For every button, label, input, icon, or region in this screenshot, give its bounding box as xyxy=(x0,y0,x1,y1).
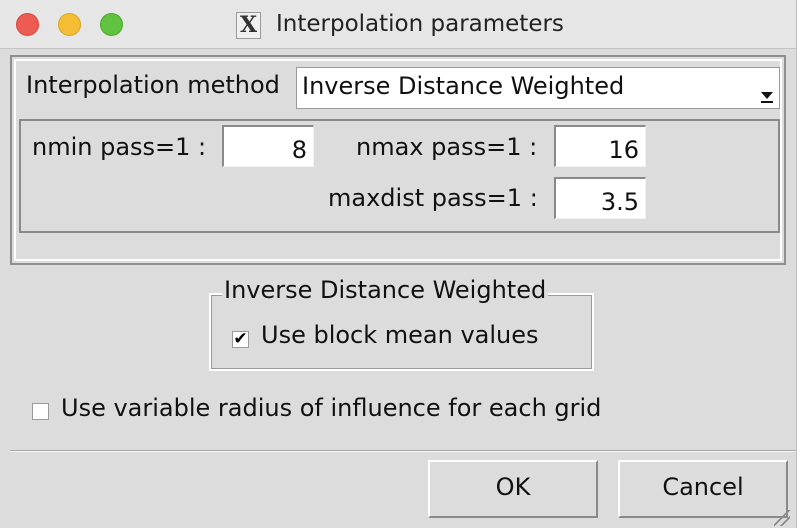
title-bar[interactable]: X Interpolation parameters xyxy=(0,0,796,49)
nmin-input[interactable] xyxy=(222,125,314,167)
interpolation-method-value: Inverse Distance Weighted xyxy=(302,72,625,100)
footer-separator xyxy=(10,450,796,452)
method-panel-inner xyxy=(14,59,782,261)
nmin-label: nmin pass=1 : xyxy=(32,133,207,161)
interpolation-method-select[interactable]: Inverse Distance Weighted xyxy=(296,67,780,109)
maxdist-label: maxdist pass=1 : xyxy=(328,184,538,212)
variable-radius-checkbox[interactable] xyxy=(32,403,49,420)
dropdown-arrow-bar-icon xyxy=(761,101,773,103)
nmax-input[interactable] xyxy=(554,125,646,167)
block-mean-label[interactable]: Use block mean values xyxy=(261,321,539,349)
block-mean-checkbox[interactable]: ✔ xyxy=(232,329,249,349)
nmax-label: nmax pass=1 : xyxy=(356,133,538,161)
cancel-button[interactable]: Cancel xyxy=(618,460,788,518)
x11-logo-icon: X xyxy=(236,12,261,39)
maxdist-input[interactable] xyxy=(554,177,646,219)
resize-grip-icon[interactable] xyxy=(774,510,790,526)
minimize-window-button[interactable] xyxy=(58,13,81,36)
dropdown-arrow-icon xyxy=(761,92,773,99)
interpolation-method-label: Interpolation method xyxy=(26,71,280,99)
window-title: Interpolation parameters xyxy=(276,11,564,37)
parameters-panel xyxy=(19,119,780,233)
idw-group-title: Inverse Distance Weighted xyxy=(222,276,549,304)
maximize-window-button[interactable] xyxy=(100,13,123,36)
close-window-button[interactable] xyxy=(16,13,39,36)
variable-radius-label[interactable]: Use variable radius of influence for eac… xyxy=(61,394,602,422)
ok-button[interactable]: OK xyxy=(428,460,598,518)
